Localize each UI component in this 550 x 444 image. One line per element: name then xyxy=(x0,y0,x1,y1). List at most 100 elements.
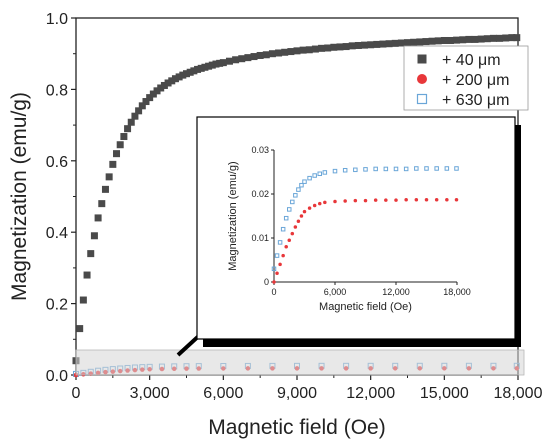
series-40um-point xyxy=(434,37,442,45)
inset-x-tick-label: 18,000 xyxy=(443,287,471,297)
series-40um-point xyxy=(171,75,179,83)
series-40um-point xyxy=(287,48,295,56)
series-40um-point xyxy=(318,44,326,52)
y-axis-title: Magnetization (emu/g) xyxy=(8,92,31,301)
series-40um-point xyxy=(94,214,102,222)
series-40um-point xyxy=(157,84,165,92)
series-40um-point xyxy=(105,173,113,181)
inset-series-630um-point xyxy=(290,199,295,205)
series-40um-point xyxy=(113,150,121,158)
series-40um-point xyxy=(305,46,313,54)
inset-series-630um-point xyxy=(353,167,358,173)
inset-series-200um-point xyxy=(384,198,388,202)
legend-label: + 630 μm xyxy=(442,92,509,109)
inset-series-630um-point xyxy=(393,166,399,172)
series-40um-point xyxy=(146,94,154,102)
series-40um-point xyxy=(404,39,411,47)
series-40um-point xyxy=(197,64,205,72)
series-40um-point xyxy=(477,35,485,43)
inset-series-630um-point xyxy=(403,166,409,172)
inset-series-200um-point xyxy=(434,197,439,202)
inset-series-630um-point xyxy=(454,166,459,171)
series-40um-point xyxy=(179,71,187,79)
x-tick-label: 18,000 xyxy=(494,385,543,402)
inset-series-200um-point xyxy=(414,197,419,202)
inset-series-630um-point xyxy=(373,166,378,172)
x-axis-title: Magnetic field (Oe) xyxy=(208,416,385,439)
series-40um-point xyxy=(208,61,216,69)
series-40um-point xyxy=(268,50,276,58)
series-40um-point xyxy=(373,40,381,48)
series-40um-point xyxy=(440,36,448,44)
series-40um-point xyxy=(410,38,418,46)
legend-swatch xyxy=(417,74,427,84)
inset-series-630um-point xyxy=(317,171,322,177)
inset-series-630um-point xyxy=(280,226,286,232)
series-40um-point xyxy=(116,141,124,149)
series-40um-point xyxy=(101,185,109,193)
series-40um-point xyxy=(361,41,369,49)
inset-series-200um-point xyxy=(318,201,322,206)
inset-series-630um-point xyxy=(274,253,280,258)
inset-x-tick-label: 0 xyxy=(271,287,276,297)
series-40um-point xyxy=(471,35,479,43)
inset-series-200um-point xyxy=(307,206,312,210)
series-40um-point xyxy=(459,36,467,44)
series-40um-point xyxy=(513,34,521,42)
inset-series-200um-point xyxy=(454,197,459,202)
inset-y-axis-title: Magnetization (emu/g) xyxy=(227,161,239,270)
legend-label: + 40 μm xyxy=(442,52,501,69)
series-40um-point xyxy=(194,65,202,73)
series-40um-point xyxy=(250,53,258,61)
inset-series-630um-point xyxy=(283,215,289,221)
legend: + 40 μm + 200 μm + 630 μm xyxy=(403,45,529,111)
series-40um-point xyxy=(90,232,98,240)
inset-series-630um-point xyxy=(444,166,450,171)
series-40um-point xyxy=(299,46,307,54)
y-tick-label: 0.4 xyxy=(46,225,68,242)
inset-series-200um-point xyxy=(394,198,398,202)
series-40um-point xyxy=(127,118,135,126)
inset-series-200um-point xyxy=(302,209,307,214)
x-tick-label: 3,000 xyxy=(130,385,170,402)
series-40um-point xyxy=(311,45,319,53)
inset-series-630um-point xyxy=(424,166,429,171)
series-40um-point xyxy=(465,35,473,43)
series-40um-point xyxy=(149,90,157,98)
inset-series-200um-point xyxy=(323,200,327,205)
series-40um-point xyxy=(324,44,332,52)
y-tick-label: 0.0 xyxy=(46,368,68,385)
x-tick-label: 15,000 xyxy=(420,385,469,402)
inset-series-630um-point xyxy=(312,173,317,178)
series-40um-point xyxy=(502,34,510,42)
inset-series-200um-point xyxy=(404,197,408,202)
series-40um-point xyxy=(160,81,168,89)
series-40um-point xyxy=(416,38,424,46)
inset-series-200um-point xyxy=(333,199,337,204)
series-40um-point xyxy=(135,107,143,115)
series-40um-point xyxy=(354,41,362,49)
inset-y-tick-label: 0 xyxy=(264,277,269,287)
series-40um-point xyxy=(367,41,375,49)
series-40um-point xyxy=(212,60,220,68)
series-40um-point xyxy=(183,70,190,78)
inset-series-630um-point xyxy=(307,175,312,181)
series-40um-point xyxy=(168,77,176,85)
x-tick-label: 9,000 xyxy=(277,385,317,402)
inset-series-200um-point xyxy=(290,231,295,236)
inset-series-200um-point xyxy=(353,198,358,203)
series-40um-point xyxy=(83,271,91,279)
y-tick-label: 1.0 xyxy=(46,11,68,28)
inset-box xyxy=(196,116,516,340)
series-40um-point xyxy=(385,40,393,48)
series-40um-point xyxy=(124,125,132,133)
inset-series-200um-point xyxy=(445,197,449,202)
series-40um-point xyxy=(232,56,240,64)
inset-x-tick-label: 6,000 xyxy=(324,287,347,297)
inset-series-630um-point xyxy=(332,168,338,174)
series-40um-point xyxy=(508,34,516,42)
inset-series-630um-point xyxy=(277,240,283,245)
inset-series-630um-point xyxy=(302,179,307,184)
